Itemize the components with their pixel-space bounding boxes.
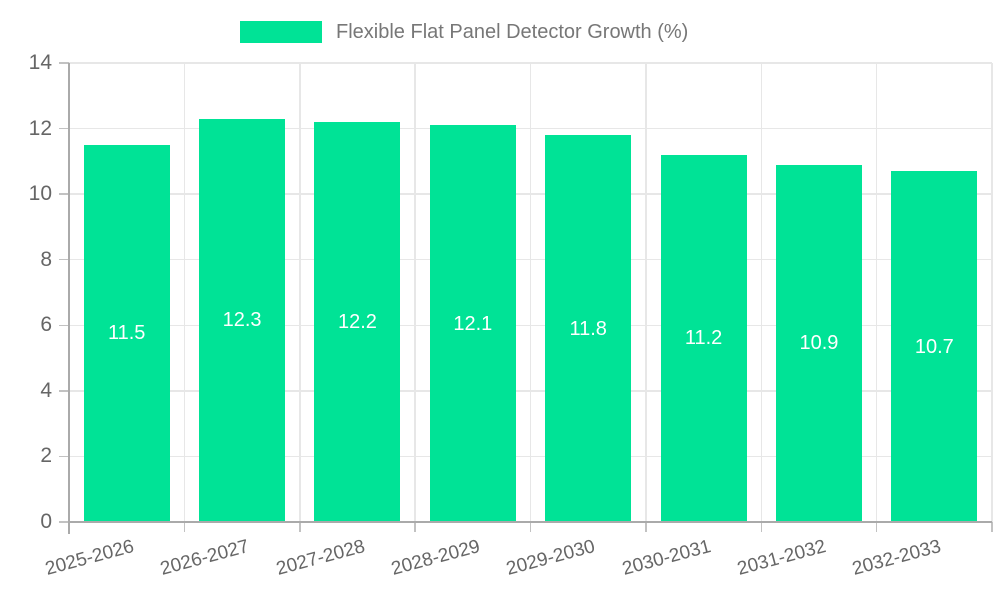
y-tick <box>59 127 69 130</box>
x-gridline <box>529 63 532 522</box>
bar-value-label: 11.5 <box>107 322 146 345</box>
bar-value-label: 11.2 <box>684 327 723 350</box>
x-tick <box>991 522 993 532</box>
y-tick <box>59 455 69 458</box>
y-axis-label: 4 <box>40 378 52 402</box>
x-gridline <box>299 63 301 522</box>
legend-label: Flexible Flat Panel Detector Growth (%) <box>336 20 689 43</box>
y-axis-label: 6 <box>40 313 52 337</box>
y-axis-label: 10 <box>28 182 52 206</box>
x-tick <box>414 522 416 532</box>
bar <box>660 154 747 522</box>
y-tick <box>59 521 69 523</box>
x-gridline <box>991 63 993 522</box>
bar <box>891 171 978 522</box>
chart-legend[interactable]: Flexible Flat Panel Detector Growth (%) <box>240 19 688 45</box>
y-tick <box>59 62 69 64</box>
x-tick <box>183 522 186 532</box>
x-tick <box>529 522 532 532</box>
x-axis-label: 2027-2028 <box>273 536 367 580</box>
x-gridline <box>760 63 762 522</box>
x-tick <box>645 522 647 532</box>
bar-value-label: 12.2 <box>337 311 377 333</box>
x-axis-label: 2026-2027 <box>158 536 252 580</box>
x-axis-label: 2031-2032 <box>735 536 829 580</box>
y-axis-label: 2 <box>40 444 52 468</box>
y-tick <box>59 258 69 261</box>
y-axis-label: 8 <box>40 247 52 271</box>
y-axis-label: 14 <box>28 51 52 74</box>
bar-value-label: 11.8 <box>569 317 607 340</box>
x-gridline <box>414 63 416 522</box>
x-tick <box>299 522 301 532</box>
x-axis-label: 2030-2031 <box>619 536 713 580</box>
bar-value-label: 12.1 <box>453 312 493 335</box>
bar <box>83 144 170 522</box>
bar <box>314 122 401 522</box>
bar-value-label: 10.7 <box>914 335 954 358</box>
x-axis-line <box>69 521 992 523</box>
x-gridline <box>183 63 186 522</box>
bar <box>429 125 516 522</box>
x-gridline <box>645 63 647 522</box>
bar <box>545 135 632 522</box>
y-tick <box>59 324 69 327</box>
bar-value-label: 12.3 <box>222 309 262 332</box>
x-axis-label: 2025-2026 <box>42 536 137 580</box>
legend-swatch <box>240 21 322 43</box>
x-tick <box>760 522 762 532</box>
x-tick <box>875 522 878 532</box>
x-axis-label: 2029-2030 <box>504 536 598 580</box>
x-axis-label: 2032-2033 <box>850 536 944 580</box>
y-tick <box>59 390 69 392</box>
x-axis-label: 2028-2029 <box>389 536 483 580</box>
bar-value-label: 10.9 <box>799 332 839 355</box>
y-axis-label: 0 <box>40 510 52 533</box>
y-axis-label: 12 <box>28 116 52 140</box>
bar <box>199 118 286 522</box>
y-axis-line <box>68 63 70 534</box>
y-tick <box>59 193 69 195</box>
bar <box>775 164 862 522</box>
x-gridline <box>875 63 878 522</box>
